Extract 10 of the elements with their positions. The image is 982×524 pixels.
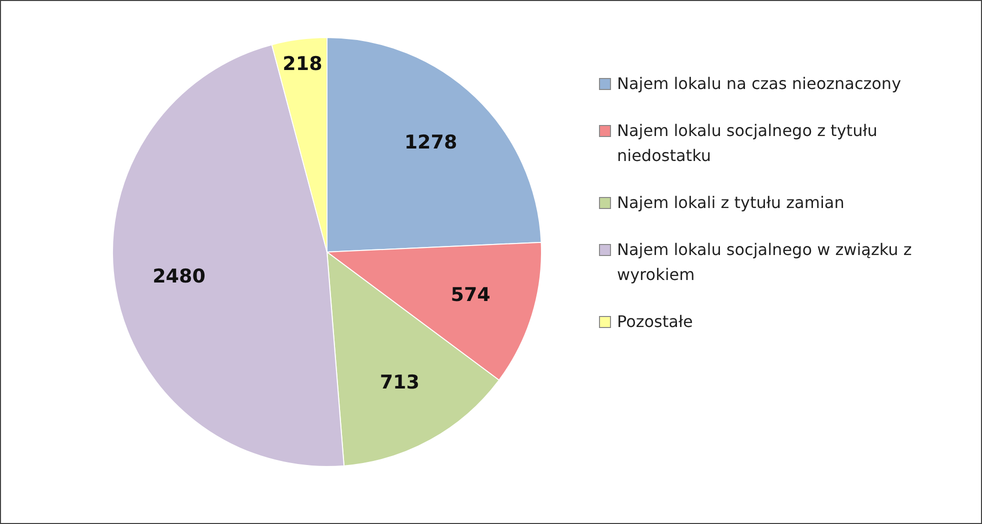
legend-label: Pozostałe xyxy=(617,311,693,333)
data-label: 713 xyxy=(380,371,420,394)
legend-label: Najem lokalu socjalnego w związku z wyrokiem xyxy=(617,239,913,286)
data-label: 574 xyxy=(450,284,490,306)
legend-label: Najem lokalu socjalnego z tytułu niedostatku xyxy=(617,120,878,167)
legend-label: Najem lokali z tytułu zamian xyxy=(617,192,844,214)
legend-label: Najem lokalu na czas nieoznaczony xyxy=(617,73,902,95)
data-label: 1278 xyxy=(404,131,458,154)
data-label: 2480 xyxy=(152,265,206,288)
data-label: 218 xyxy=(282,52,322,75)
